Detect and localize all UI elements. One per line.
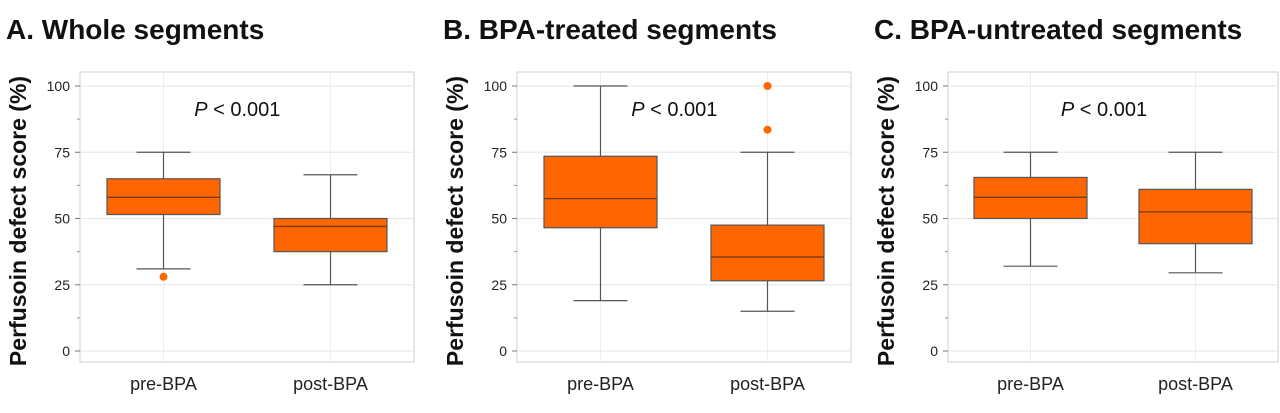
box-chart-b: 0 25 50 75 100 Perfusoin defect score (%) pre-…	[442, 71, 852, 394]
iqr-box	[973, 176, 1088, 220]
y-tick-label: 100	[915, 78, 939, 94]
outlier-point	[763, 82, 772, 90]
outlier-point	[159, 272, 168, 281]
p-value-text: < 0.001	[1074, 99, 1147, 121]
iqr-box	[1138, 188, 1253, 245]
iqr-box	[543, 155, 658, 229]
y-tick-label: 100	[484, 78, 508, 94]
panel-title: A. Whole segments	[6, 14, 265, 45]
p-symbol: P	[631, 99, 645, 121]
panel-a: A. Whole segments 0 25 50 75 100 Perfusoin de…	[0, 0, 430, 413]
box-post-BPA	[710, 82, 825, 312]
y-tick-label: 100	[47, 78, 71, 94]
outlier-point	[763, 125, 772, 134]
p-value-text: < 0.001	[645, 99, 718, 121]
y-axis-title: Perfusoin defect score (%)	[873, 76, 899, 366]
plot-frame	[79, 71, 415, 363]
box-pre-BPA	[973, 151, 1088, 267]
panel-title: C. BPA-untreated segments	[874, 14, 1243, 45]
x-tick-label: post-BPA	[293, 374, 368, 394]
y-tick-label: 50	[922, 211, 938, 227]
panel-b: B. BPA-treated segments 0 25 50 75 100 Perfus…	[437, 0, 867, 413]
y-tick-label: 0	[62, 343, 70, 359]
iqr-box	[106, 178, 221, 216]
plot-frame	[947, 71, 1279, 363]
y-tick-label: 75	[922, 144, 938, 160]
y-axis-title: Perfusoin defect score (%)	[5, 76, 31, 366]
y-tick-label: 50	[491, 211, 507, 227]
box-post-BPA	[273, 174, 388, 286]
plot-frame	[516, 71, 852, 363]
y-tick-label: 25	[922, 277, 938, 293]
box-post-BPA	[1138, 151, 1253, 274]
p-symbol: P	[194, 99, 208, 121]
p-value-annotation: P < 0.001	[194, 99, 280, 121]
x-tick-label: post-BPA	[1158, 374, 1233, 394]
x-tick-label: pre-BPA	[997, 374, 1064, 394]
y-tick-label: 25	[491, 277, 507, 293]
y-axis-title: Perfusoin defect score (%)	[442, 76, 468, 366]
box-pre-BPA	[543, 85, 658, 302]
p-value-text: < 0.001	[208, 99, 281, 121]
y-tick-label: 75	[54, 144, 70, 160]
box-chart-a: 0 25 50 75 100 Perfusoin defect score (%) pre-…	[5, 71, 415, 394]
panel-c: C. BPA-untreated segments 0 25 50 75 100 Perf…	[868, 0, 1280, 413]
iqr-box	[273, 217, 388, 253]
p-value-annotation: P < 0.001	[1061, 99, 1147, 121]
x-tick-label: post-BPA	[730, 374, 805, 394]
x-tick-label: pre-BPA	[567, 374, 634, 394]
y-tick-label: 25	[54, 277, 70, 293]
y-tick-label: 0	[930, 343, 938, 359]
box-chart-c: 0 25 50 75 100 Perfusoin defect score (%) pre-…	[873, 71, 1279, 394]
box-pre-BPA	[106, 151, 221, 281]
x-tick-label: pre-BPA	[130, 374, 197, 394]
p-symbol: P	[1061, 99, 1075, 121]
y-tick-label: 50	[54, 211, 70, 227]
p-value-annotation: P < 0.001	[631, 99, 717, 121]
panel-title: B. BPA-treated segments	[443, 14, 778, 45]
y-tick-label: 0	[499, 343, 507, 359]
y-tick-label: 75	[491, 144, 507, 160]
iqr-box	[710, 224, 825, 282]
